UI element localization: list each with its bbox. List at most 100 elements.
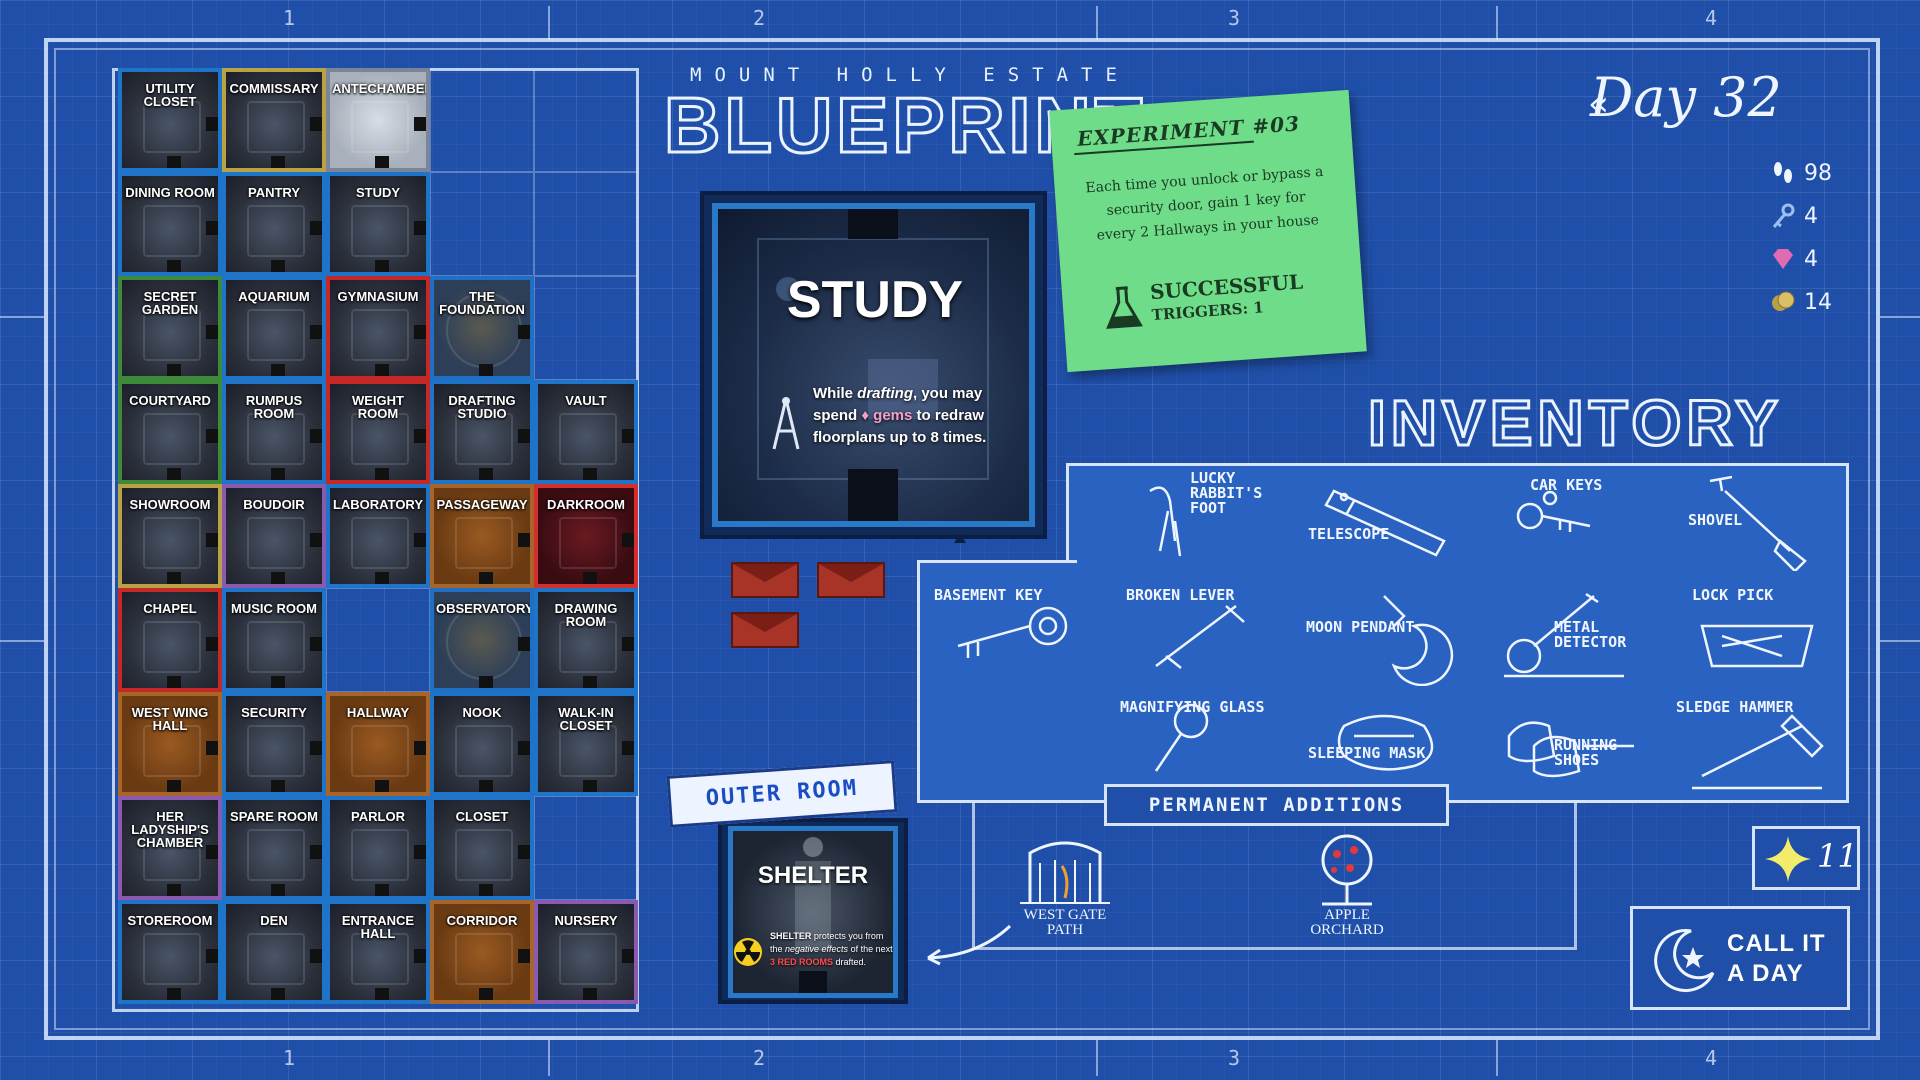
- room-tile[interactable]: AQUARIUM: [222, 276, 326, 380]
- room-tile[interactable]: ANTECHAMBER: [326, 68, 430, 172]
- inventory-item[interactable]: METAL DETECTOR: [1484, 580, 1664, 690]
- apple-orchard-label: APPLE ORCHARD: [1310, 907, 1384, 938]
- inventory-item[interactable]: MAGNIFYING GLASS: [1116, 690, 1296, 800]
- magnifying-glass-icon: [1154, 703, 1209, 772]
- room-tile[interactable]: MUSIC ROOM: [222, 588, 326, 692]
- room-tile[interactable]: VAULT: [534, 380, 638, 484]
- room-name: COURTYARD: [129, 393, 211, 408]
- empty-grid-cell[interactable]: [430, 172, 534, 276]
- row-divider: [1880, 316, 1920, 318]
- inventory-item-label: BROKEN LEVER: [1126, 586, 1235, 604]
- sleeping-mask-icon: [1337, 714, 1434, 771]
- inventory-item[interactable]: MOON PENDANT: [1304, 580, 1484, 690]
- room-tile[interactable]: COMMISSARY: [222, 68, 326, 172]
- running-shoes-icon: [1507, 721, 1634, 778]
- room-name: WEIGHT ROOM: [352, 393, 404, 421]
- inventory-item[interactable]: SLEDGE HAMMER: [1672, 690, 1852, 800]
- room-tile[interactable]: OBSERVATORY: [430, 588, 534, 692]
- room-tile[interactable]: CHAPEL: [118, 588, 222, 692]
- row-divider: [1880, 640, 1920, 642]
- doorway: [583, 780, 597, 792]
- room-tile[interactable]: DRAWING ROOM: [534, 588, 638, 692]
- room-tile[interactable]: COURTYARD: [118, 380, 222, 484]
- room-tile[interactable]: STOREROOM: [118, 900, 222, 1004]
- room-tile[interactable]: WEIGHT ROOM: [326, 380, 430, 484]
- west-gate-path-item[interactable]: WEST GATE PATH: [1010, 838, 1120, 948]
- room-tile[interactable]: RUMPUS ROOM: [222, 380, 326, 484]
- room-name: GYMNASIUM: [337, 289, 419, 304]
- room-tile[interactable]: NURSERY: [534, 900, 638, 1004]
- inventory-item[interactable]: SLEEPING MASK: [1304, 690, 1484, 800]
- inventory-item[interactable]: CAR KEYS: [1490, 470, 1670, 580]
- doorway: [310, 325, 322, 339]
- doorway: [271, 884, 285, 896]
- empty-grid-cell[interactable]: [326, 588, 430, 692]
- empty-grid-cell[interactable]: [534, 276, 638, 380]
- envelope-icon[interactable]: [731, 562, 799, 598]
- room-tile[interactable]: HALLWAY: [326, 692, 430, 796]
- keys-resource: 4: [1770, 203, 1818, 229]
- inventory-item[interactable]: BASEMENT KEY: [928, 580, 1108, 690]
- apple-orchard-item[interactable]: APPLE ORCHARD: [1292, 832, 1402, 948]
- inventory-item[interactable]: RUNNING SHOES: [1484, 690, 1664, 800]
- outer-room-title: SHELTER: [757, 862, 869, 889]
- column-number: 3: [1228, 6, 1241, 30]
- envelope-icon[interactable]: [731, 612, 799, 648]
- room-tile[interactable]: STUDY: [326, 172, 430, 276]
- call-it-a-day-button[interactable]: CALL IT A DAY: [1630, 906, 1850, 1010]
- empty-grid-cell[interactable]: [430, 68, 534, 172]
- room-name: WALK-IN CLOSET: [558, 705, 614, 733]
- room-tile[interactable]: SHOWROOM: [118, 484, 222, 588]
- room-tile[interactable]: PANTRY: [222, 172, 326, 276]
- cursor-pointer-icon: [954, 533, 966, 543]
- room-tile[interactable]: WALK-IN CLOSET: [534, 692, 638, 796]
- empty-grid-cell[interactable]: [534, 796, 638, 900]
- doorway: [583, 572, 597, 584]
- room-tile[interactable]: ENTRANCE HALL: [326, 900, 430, 1004]
- room-tile[interactable]: DINING ROOM: [118, 172, 222, 276]
- room-tile[interactable]: THE FOUNDATION: [430, 276, 534, 380]
- envelope-icon[interactable]: [817, 562, 885, 598]
- room-name: PARLOR: [351, 809, 405, 824]
- doorway: [583, 676, 597, 688]
- room-tile[interactable]: CLOSET: [430, 796, 534, 900]
- room-tile[interactable]: Her Ladyship's CHAMBER: [118, 796, 222, 900]
- column-number: 3: [1228, 1046, 1241, 1070]
- doorway: [206, 325, 218, 339]
- inventory-item[interactable]: TELESCOPE: [1304, 465, 1484, 575]
- room-tile[interactable]: UTILITY CLOSET: [118, 68, 222, 172]
- west-gate-path-label: WEST GATE PATH: [1023, 907, 1107, 938]
- room-tile[interactable]: LABORATORY: [326, 484, 430, 588]
- outer-room-description: SHELTER protects you from the negative e…: [770, 931, 893, 967]
- room-tile[interactable]: SPARE ROOM: [222, 796, 326, 900]
- room-tile[interactable]: PASSAGEWAY: [430, 484, 534, 588]
- shovel-icon: [1709, 475, 1807, 571]
- back-chevron-icon[interactable]: «: [1588, 84, 1609, 124]
- lock-pick-icon: [1700, 624, 1814, 668]
- inventory-item[interactable]: LOCK PICK: [1672, 580, 1852, 690]
- room-name: THE FOUNDATION: [439, 289, 525, 317]
- inventory-item[interactable]: SHOVEL: [1670, 465, 1850, 575]
- room-tile[interactable]: DARKROOM: [534, 484, 638, 588]
- room-tile[interactable]: DRAFTING STUDIO: [430, 380, 534, 484]
- empty-grid-cell[interactable]: [534, 68, 638, 172]
- room-tile[interactable]: GYMNASIUM: [326, 276, 430, 380]
- empty-grid-cell[interactable]: [534, 172, 638, 276]
- room-tile[interactable]: SECRET GARDEN: [118, 276, 222, 380]
- steps-value: 98: [1804, 160, 1832, 186]
- room-name: NURSERY: [554, 913, 618, 928]
- inventory-item[interactable]: LUCKY RABBIT'S FOOT: [1110, 465, 1290, 575]
- doorway: [271, 260, 285, 272]
- room-tile[interactable]: BOUDOIR: [222, 484, 326, 588]
- room-tile[interactable]: PARLOR: [326, 796, 430, 900]
- inventory-item[interactable]: BROKEN LEVER: [1116, 580, 1296, 690]
- day-counter: Day 32: [1590, 66, 1782, 129]
- room-tile[interactable]: CORRIDOR: [430, 900, 534, 1004]
- doorway: [518, 429, 530, 443]
- room-tile[interactable]: NOOK: [430, 692, 534, 796]
- basement-key-icon: [957, 606, 1068, 658]
- room-tile[interactable]: DEN: [222, 900, 326, 1004]
- room-tile[interactable]: WEST WING HALL: [118, 692, 222, 796]
- doorway: [375, 572, 389, 584]
- room-tile[interactable]: SECURITY: [222, 692, 326, 796]
